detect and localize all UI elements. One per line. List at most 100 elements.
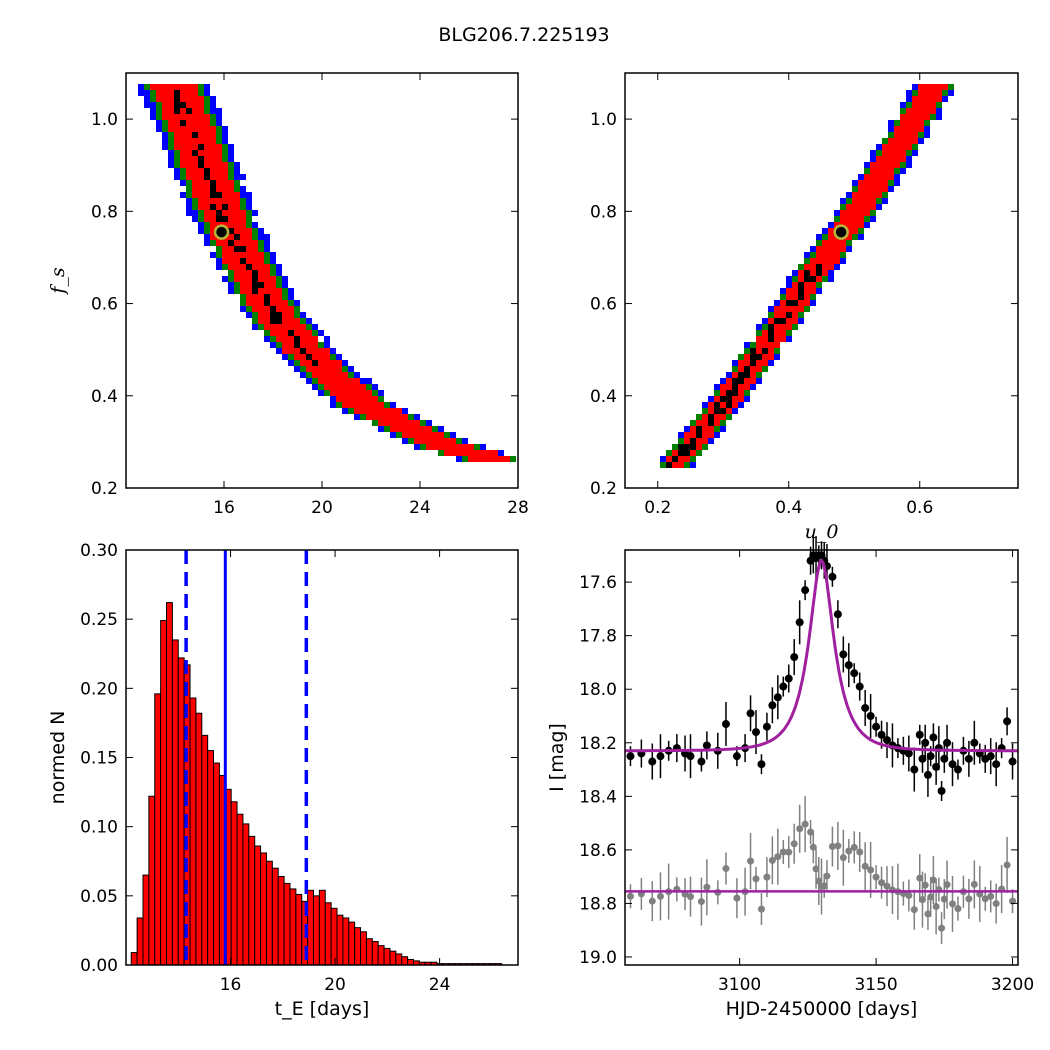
density-core-cell: [210, 180, 216, 186]
density-cell: [258, 318, 264, 324]
density-cell: [372, 384, 378, 390]
density-cell: [264, 318, 270, 324]
density-cell: [660, 462, 666, 468]
density-cell: [906, 162, 912, 168]
density-cell: [288, 354, 294, 360]
density-cell: [246, 204, 252, 210]
density-cell: [822, 276, 828, 282]
density-cell: [222, 192, 228, 198]
density-cell: [384, 414, 390, 420]
density-cell: [168, 108, 174, 114]
density-cell: [834, 264, 840, 270]
density-core-cell: [264, 294, 270, 300]
density-cell: [264, 312, 270, 318]
density-cell: [696, 450, 702, 456]
best-fit-marker: [213, 224, 230, 240]
density-cell: [210, 198, 216, 204]
density-cell: [216, 168, 222, 174]
density-cell: [234, 276, 240, 282]
density-cell: [246, 252, 252, 258]
density-cell: [294, 360, 300, 366]
density-cell: [246, 228, 252, 234]
density-cell: [798, 264, 804, 270]
density-cell: [222, 180, 228, 186]
density-cell: [732, 408, 738, 414]
y-tick-label: 0.6: [91, 295, 118, 315]
density-cell: [156, 108, 162, 114]
density-cell: [222, 156, 228, 162]
density-cell: [282, 276, 288, 282]
density-cell: [270, 252, 276, 258]
density-cell: [264, 282, 270, 288]
density-cell: [282, 294, 288, 300]
density-cell: [162, 126, 168, 132]
density-cell: [768, 306, 774, 312]
density-cell: [168, 102, 174, 108]
density-cell: [204, 126, 210, 132]
density-cell: [324, 336, 330, 342]
density-cell: [336, 402, 342, 408]
density-cell: [684, 426, 690, 432]
density-cell: [228, 288, 234, 294]
density-cell: [888, 126, 894, 132]
density-cell: [276, 306, 282, 312]
density-cell: [234, 270, 240, 276]
density-cell: [186, 198, 192, 204]
density-cell: [378, 396, 384, 402]
density-cell: [456, 456, 462, 462]
density-cell: [774, 348, 780, 354]
density-cell: [156, 90, 162, 96]
density-core-cell: [210, 192, 216, 198]
density-cell: [342, 378, 348, 384]
density-cell: [264, 252, 270, 258]
density-cell: [810, 294, 816, 300]
density-cell: [192, 168, 198, 174]
density-cell: [312, 348, 318, 354]
density-cell: [678, 438, 684, 444]
density-cell: [264, 246, 270, 252]
density-core-cell: [174, 96, 180, 102]
density-cell: [360, 396, 366, 402]
density-cell: [324, 360, 330, 366]
density-core-cell: [210, 186, 216, 192]
y-tick-label: 0.2: [91, 479, 118, 499]
density-cell: [258, 294, 264, 300]
density-cell: [294, 306, 300, 312]
density-cell: [186, 144, 192, 150]
density-cell: [690, 462, 696, 468]
density-cell: [390, 402, 396, 408]
density-cell: [150, 84, 156, 90]
density-cell: [180, 84, 186, 90]
density-core-cell: [306, 354, 312, 360]
density-cell: [900, 102, 906, 108]
density-cell: [222, 198, 228, 204]
density-cell: [792, 276, 798, 282]
density-cell: [198, 132, 204, 138]
density-cell: [228, 180, 234, 186]
density-cell: [210, 102, 216, 108]
density-cell: [282, 282, 288, 288]
density-cell: [774, 300, 780, 306]
density-cell: [360, 402, 366, 408]
density-cell: [222, 150, 228, 156]
density-core-cell: [216, 210, 222, 216]
density-cell: [186, 114, 192, 120]
density-cell: [330, 402, 336, 408]
density-cell: [678, 432, 684, 438]
density-cell: [312, 342, 318, 348]
density-core-cell: [180, 102, 186, 108]
density-cell: [426, 444, 432, 450]
density-cell: [180, 174, 186, 180]
density-cell: [180, 96, 186, 102]
density-cell: [366, 384, 372, 390]
density-cell: [408, 438, 414, 444]
density-cell: [426, 438, 432, 444]
density-cell: [786, 336, 792, 342]
density-cell: [240, 294, 246, 300]
density-cell: [216, 132, 222, 138]
density-cell: [240, 192, 246, 198]
density-cell: [234, 180, 240, 186]
density-cell: [222, 258, 228, 264]
density-cell: [402, 432, 408, 438]
density-cell: [162, 102, 168, 108]
